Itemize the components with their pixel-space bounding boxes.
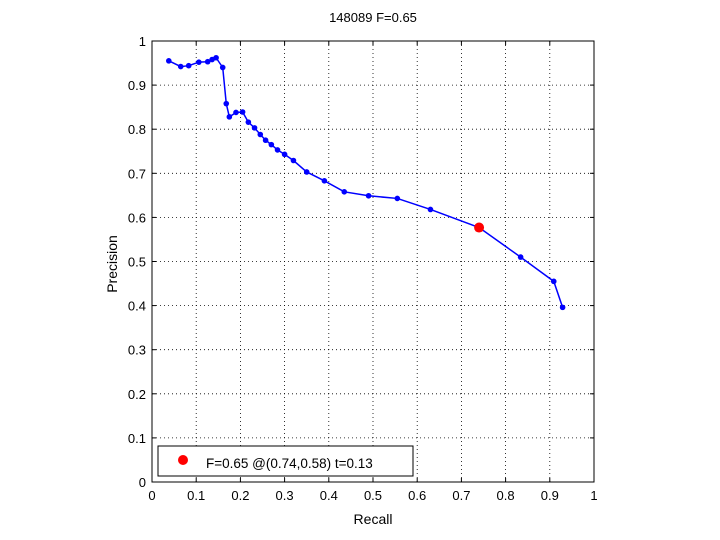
y-tick-label: 1 [139,34,146,49]
y-tick-label: 0.7 [128,166,146,181]
data-point [559,304,566,311]
data-point [427,206,434,213]
data-point [219,64,226,71]
data-point [177,63,184,70]
data-point [321,177,328,184]
chart-title: 148089 F=0.65 [329,10,417,25]
y-tick-label: 0 [139,475,146,490]
y-tick-label: 0.2 [128,387,146,402]
y-tick-label: 0.5 [128,255,146,270]
data-point [550,278,557,285]
data-point [239,109,246,115]
x-tick-label: 0.4 [320,488,338,503]
data-point [257,131,264,138]
data-point [281,151,288,158]
data-point [268,141,275,148]
data-point [394,195,401,202]
y-tick-label: 0.4 [128,299,146,314]
data-point [517,254,524,260]
data-point [196,59,202,65]
data-point [365,192,372,199]
data-point [233,109,239,116]
x-axis-label: Recall [354,511,393,527]
y-tick-label: 0.1 [128,431,146,446]
x-tick-label: 0 [148,488,155,503]
x-tick-label: 1 [590,488,597,503]
data-point [213,54,219,61]
legend: F=0.65 @(0.74,0.58) t=0.13 [157,445,414,477]
y-axis-label: Precision [104,235,120,293]
y-tick-label: 0.8 [128,122,146,137]
x-tick-label: 0.5 [364,488,382,503]
data-point [274,147,281,153]
y-tick-label: 0.6 [128,210,146,225]
data-point [290,157,297,164]
data-point [262,137,269,144]
data-point [185,62,192,69]
best-f-point [474,222,485,233]
data-point [341,189,348,195]
data-point [223,100,230,107]
y-tick-label: 0.3 [128,343,146,358]
data-point [226,114,233,120]
x-tick-label: 0.7 [452,488,470,503]
axis-ticks: 0 0.1 0.2 0.3 0.4 0.5 0.6 0.7 0.8 0.9 1 0 0.1 0.2 0.3 0… [128,34,598,503]
x-tick-label: 0.2 [231,488,249,503]
data-point [245,119,252,125]
data-point [165,58,172,64]
x-tick-label: 0.8 [497,488,515,503]
x-tick-label: 0.3 [276,488,294,503]
x-tick-label: 0.6 [408,488,426,503]
x-tick-label: 0.1 [187,488,205,503]
data-point [303,169,310,175]
grid-lines [152,41,594,482]
legend-marker [178,455,188,465]
data-point [251,125,258,131]
series-line [168,56,564,308]
legend-label: F=0.65 @(0.74,0.58) t=0.13 [206,456,373,471]
data-point [204,58,211,65]
legend-box [157,445,414,477]
x-tick-label: 0.9 [541,488,559,503]
y-tick-label: 0.9 [128,78,146,93]
series-layer [165,54,566,311]
